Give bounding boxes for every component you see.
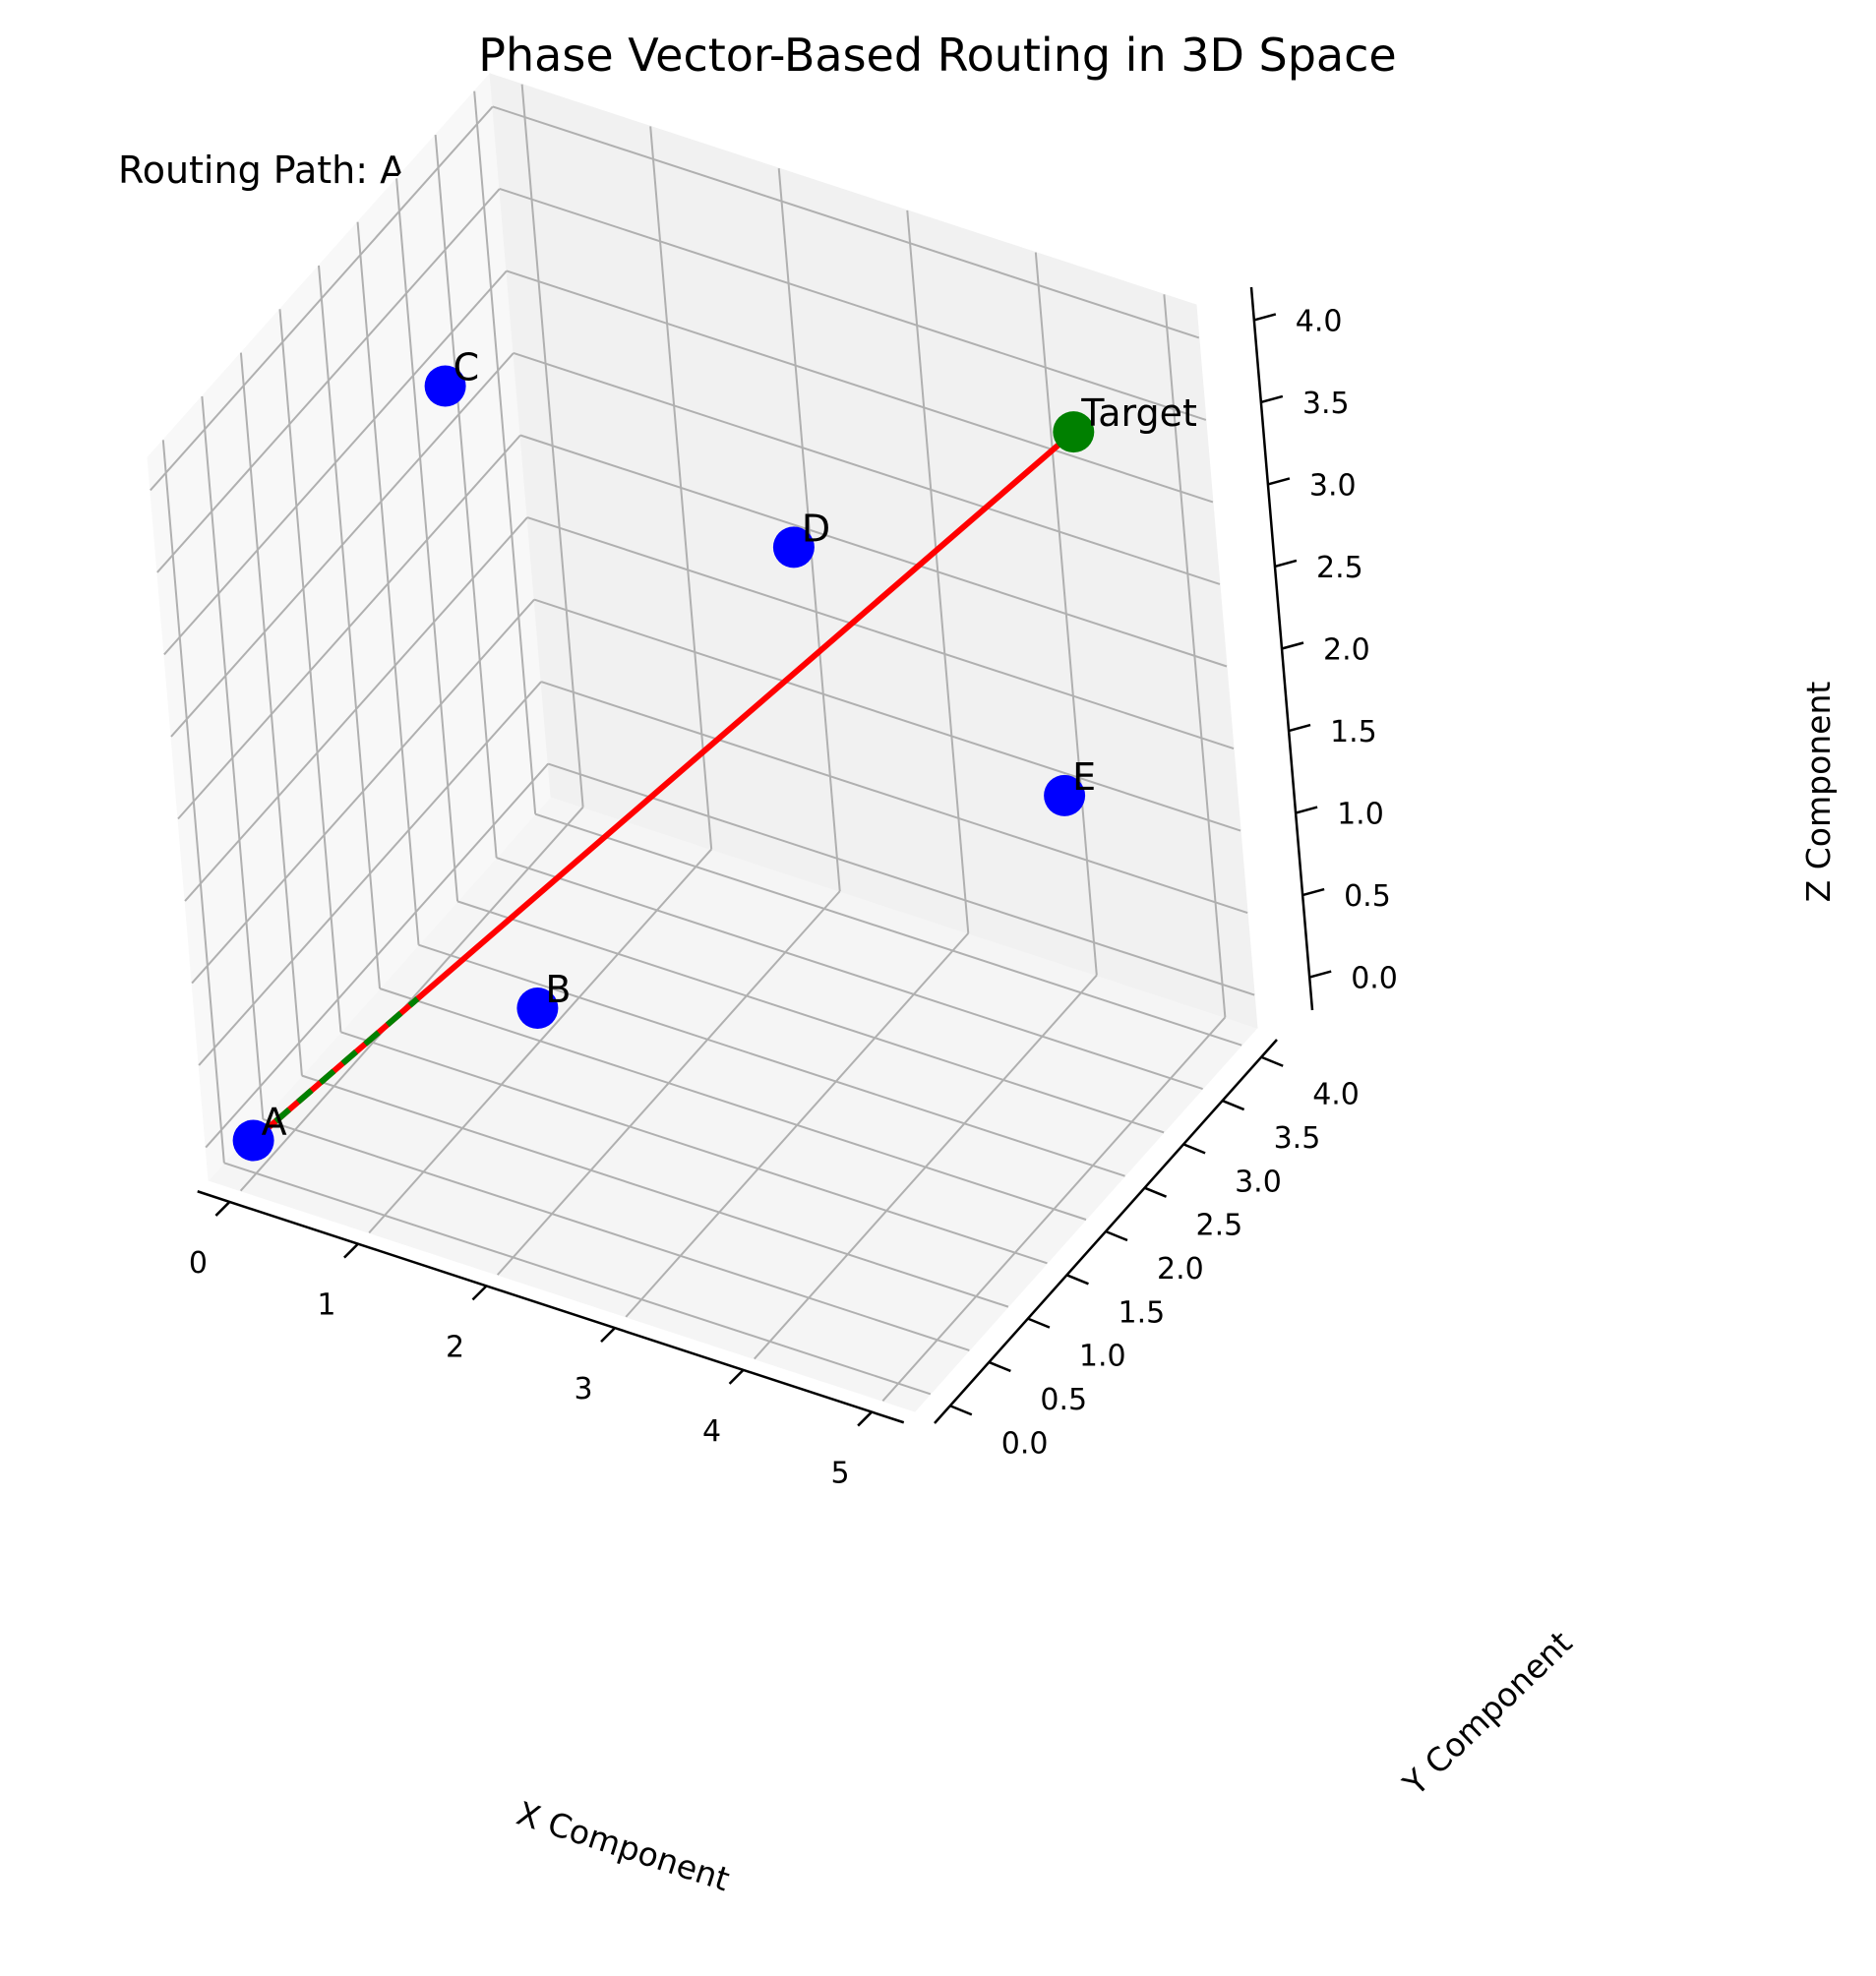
z-tick-mark — [1301, 887, 1325, 897]
point-d — [772, 526, 815, 569]
point-label-c: C — [454, 346, 480, 389]
grid-line-floor-y — [340, 1031, 1048, 1265]
point-label-a: A — [262, 1101, 287, 1144]
x-tick-mark — [728, 1368, 745, 1385]
grid-lines — [150, 84, 1255, 1402]
x-tick-label: 0 — [189, 1246, 208, 1281]
z-tick-label: 2.5 — [1316, 551, 1363, 585]
z-tick-mark — [1288, 723, 1311, 733]
y-tick-mark — [988, 1360, 1011, 1373]
z-tick-label: 4.0 — [1296, 304, 1343, 338]
grid-line-back-z — [499, 187, 1207, 421]
x-tick-mark — [857, 1410, 873, 1427]
data-series: A B C D E Target — [232, 346, 1197, 1162]
grid-line-left-z — [156, 188, 501, 573]
grid-line-left-z — [150, 105, 494, 492]
x-tick-mark — [343, 1242, 359, 1259]
x-tick-mark — [600, 1327, 616, 1343]
y-tick-mark — [1105, 1229, 1128, 1242]
z-tick-mark — [1253, 313, 1277, 322]
y-tick-label: 2.5 — [1196, 1209, 1243, 1243]
grid-line-floor-y — [379, 988, 1087, 1221]
z-tick-label: 0.0 — [1351, 962, 1398, 996]
x-tick-label: 1 — [317, 1288, 335, 1323]
x-tick-label: 2 — [446, 1330, 464, 1364]
y-tick-mark — [1144, 1186, 1168, 1198]
z-tick-mark — [1295, 806, 1318, 814]
point-c — [424, 365, 466, 407]
axis-lines — [197, 286, 1332, 1427]
chart-title: Phase Vector-Based Routing in 3D Space — [478, 29, 1396, 82]
grid-line-back-z — [513, 352, 1221, 585]
point-target — [1053, 411, 1095, 453]
x-axis-line — [197, 1190, 905, 1424]
z-tick-mark — [1274, 559, 1298, 569]
y-tick-label: 1.5 — [1119, 1295, 1166, 1330]
x-tick-mark — [214, 1201, 231, 1217]
grid-line-back-z — [526, 516, 1235, 749]
grid-line-floor-y — [418, 943, 1125, 1177]
x-tick-label: 3 — [574, 1372, 592, 1407]
z-tick-mark — [1267, 477, 1291, 486]
grid-line-left-z — [170, 352, 514, 738]
grid-line-floor-y — [496, 857, 1203, 1090]
y-tick-label: 0.5 — [1040, 1383, 1087, 1417]
grid-line-left-z — [205, 762, 549, 1149]
point-e — [1044, 774, 1086, 816]
grid-line-floor-y — [223, 1162, 932, 1396]
y-tick-mark — [949, 1405, 973, 1416]
grid-line-left-z — [163, 269, 508, 656]
y-tick-label: 2.0 — [1157, 1252, 1204, 1287]
z-tick-label: 3.5 — [1302, 387, 1350, 421]
x-axis-label: X Component — [513, 1794, 735, 1899]
x-tick-label: 5 — [831, 1457, 850, 1491]
z-tick-label: 2.0 — [1323, 633, 1370, 668]
z-tick-label: 0.5 — [1344, 879, 1391, 914]
grid-line-left-z — [177, 434, 521, 820]
y-tick-label: 3.0 — [1235, 1165, 1282, 1199]
y-tick-mark — [1027, 1317, 1051, 1329]
grid-line-back-z — [533, 598, 1241, 832]
y-tick-mark — [1065, 1274, 1089, 1286]
routing-path-line — [251, 996, 420, 1143]
grid-line-left-z — [191, 598, 535, 985]
grid-line-back-z — [547, 762, 1255, 996]
grid-line-back-z — [506, 269, 1214, 504]
y-tick-label: 0.0 — [1001, 1426, 1049, 1461]
y-tick-mark — [1222, 1099, 1245, 1111]
y-tick-label: 1.0 — [1079, 1340, 1126, 1374]
grid-line-left-z — [198, 681, 542, 1066]
grid-line-back-z — [492, 105, 1200, 339]
y-tick-label: 3.5 — [1274, 1121, 1321, 1156]
z-tick-label: 3.0 — [1309, 469, 1357, 504]
grid-line-back-z — [519, 434, 1228, 668]
grid-line-floor-y — [263, 1118, 970, 1351]
grid-line-floor-y — [456, 900, 1165, 1134]
x-tick-mark — [471, 1285, 488, 1301]
z-tick-mark — [1281, 641, 1304, 650]
point-a — [232, 1119, 274, 1162]
grid-line-back-z — [540, 681, 1248, 915]
point-label-d: D — [802, 507, 830, 550]
z-axis-label: Z Component — [1799, 682, 1838, 903]
z-tick-mark — [1260, 394, 1284, 404]
y-tick-label: 4.0 — [1312, 1078, 1360, 1112]
grid-line-left-z — [184, 516, 528, 902]
z-tick-mark — [1308, 970, 1332, 979]
x-tick-label: 4 — [702, 1414, 721, 1449]
point-label-b: B — [545, 968, 571, 1011]
y-tick-mark — [1260, 1055, 1284, 1067]
y-axis-label: Y Component — [1395, 1623, 1580, 1803]
y-tick-mark — [1182, 1143, 1206, 1155]
tick-labels: 0 1 2 3 4 5 0.0 0.5 1.0 1.5 2.0 2.5 3.0 3.5 4.0 0.0 0.5 1… — [189, 304, 1398, 1490]
z-tick-label: 1.5 — [1330, 715, 1377, 749]
point-label-target: Target — [1080, 391, 1197, 435]
grid-line-floor-y — [301, 1074, 1009, 1308]
grid-line-floor-y — [534, 812, 1242, 1047]
z-tick-label: 1.0 — [1337, 798, 1384, 832]
point-b — [516, 988, 559, 1029]
point-label-e: E — [1072, 755, 1096, 799]
